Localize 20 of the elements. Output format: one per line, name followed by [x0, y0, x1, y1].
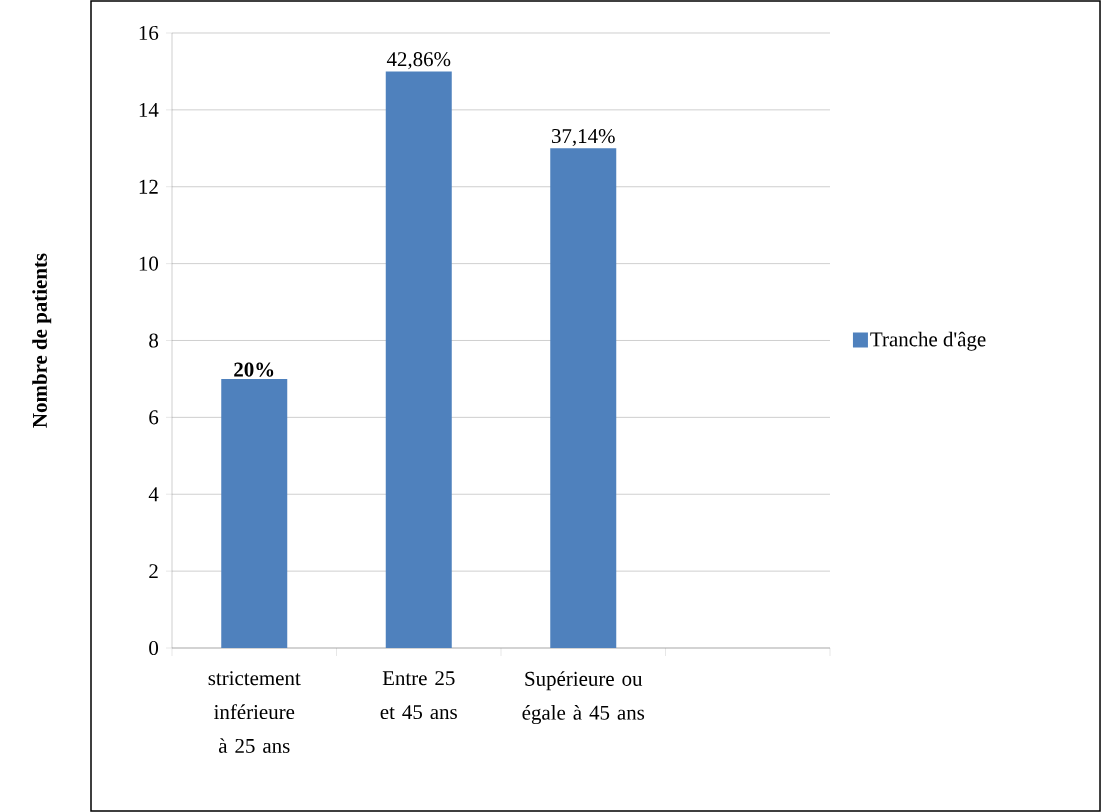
- y-tick-label: 10: [139, 256, 159, 271]
- x-tick-label: Entre 25 et 45 ans: [380, 671, 457, 720]
- bar: [550, 148, 617, 648]
- annotation: 20%: [234, 362, 274, 377]
- y-axis-title: Nombre de patients: [32, 253, 52, 428]
- x-tick-label: Supérieure ou égale à 45 ans: [522, 671, 645, 725]
- x-tick-label: strictement inférieure à 25 ans: [208, 671, 301, 753]
- y-tick-label: 16: [139, 25, 159, 41]
- y-tick-label: 2: [149, 564, 158, 579]
- annotation: 42,86%: [386, 52, 451, 70]
- y-tick-label: 4: [148, 487, 159, 502]
- annotation: 37,14%: [552, 128, 615, 147]
- bar: [221, 378, 288, 648]
- y-tick-label: 8: [149, 333, 159, 348]
- legend-label: Tranche d'âge: [870, 331, 986, 351]
- y-tick-label: 12: [139, 179, 158, 194]
- bar: [385, 71, 452, 648]
- y-tick-label: 0: [149, 640, 159, 656]
- y-tick-label: 14: [139, 102, 159, 117]
- y-tick-label: 6: [149, 410, 159, 425]
